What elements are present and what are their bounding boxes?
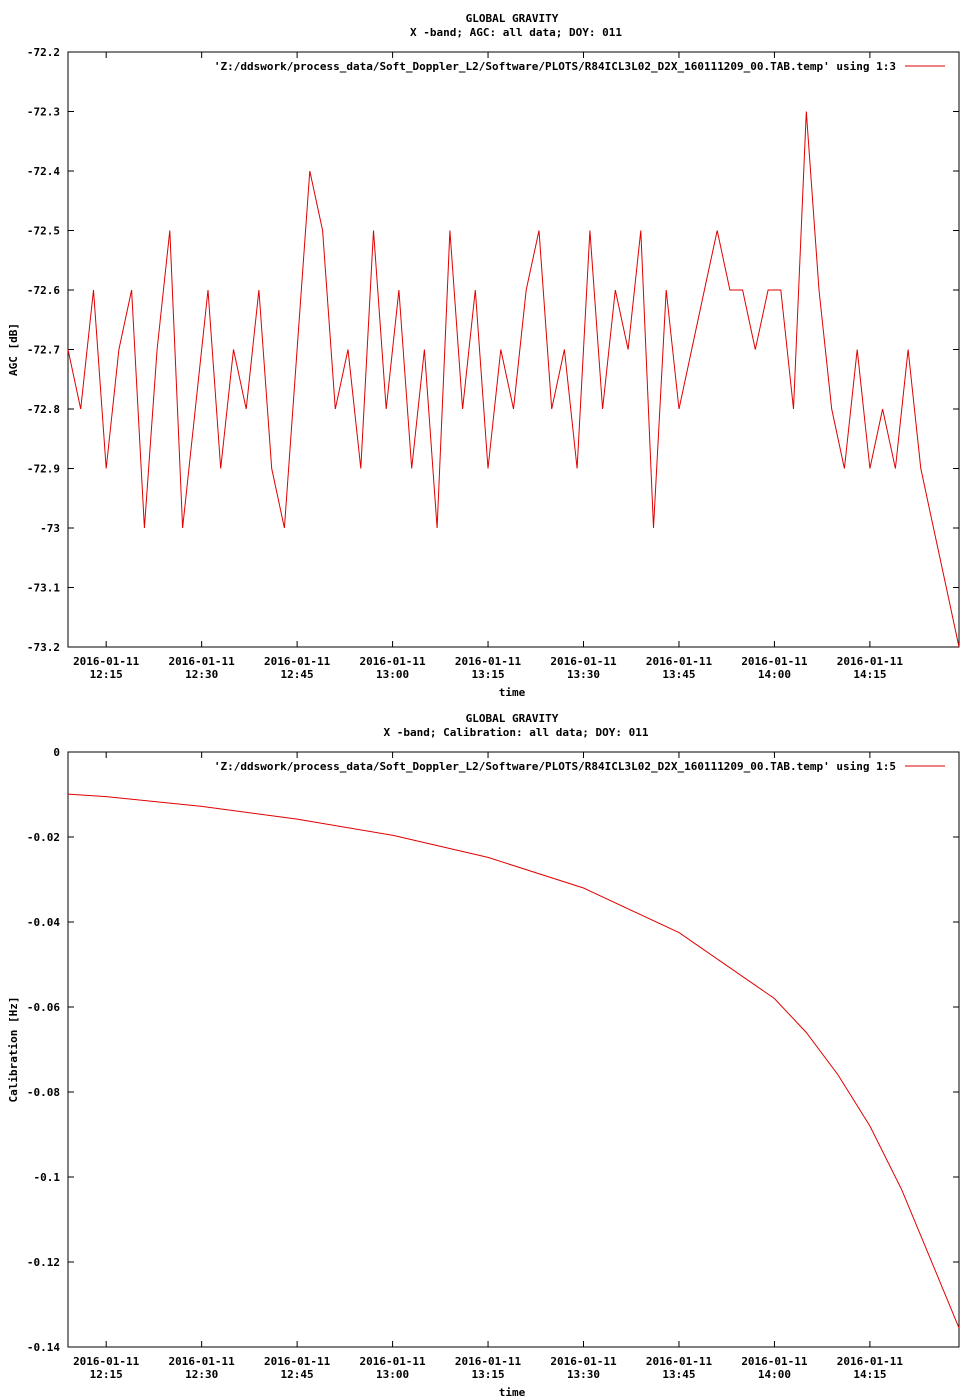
agc-xtick-time: 12:15 [90,668,123,681]
agc-xtick-time: 12:45 [281,668,314,681]
agc-xtick-date: 2016-01-11 [73,655,140,668]
agc-xtick-date: 2016-01-11 [264,655,331,668]
cal-xtick-date: 2016-01-11 [169,1355,236,1368]
cal-xtick-date: 2016-01-11 [550,1355,617,1368]
agc-xtick-date: 2016-01-11 [169,655,236,668]
cal-ytick-label: 0 [53,746,60,759]
cal-xtick-time: 13:45 [662,1368,695,1381]
agc-title: GLOBAL GRAVITY [466,12,559,25]
cal-xtick-date: 2016-01-11 [264,1355,331,1368]
cal-xtick-date: 2016-01-11 [741,1355,808,1368]
cal-ylabel: Calibration [Hz] [7,997,20,1103]
agc-xtick-time: 13:30 [567,668,600,681]
agc-xtick-date: 2016-01-11 [837,655,904,668]
agc-xtick-time: 12:30 [185,668,218,681]
cal-xtick-date: 2016-01-11 [73,1355,140,1368]
agc-xtick-time: 14:00 [758,668,791,681]
agc-ytick-label: -73.1 [27,582,60,595]
cal-xtick-time: 13:15 [471,1368,504,1381]
cal-xtick-time: 12:15 [90,1368,123,1381]
agc-ylabel: AGC [dB] [7,323,20,376]
agc-ytick-label: -72.2 [27,46,60,59]
agc-ytick-label: -72.4 [27,165,60,178]
agc-xtick-date: 2016-01-11 [550,655,617,668]
agc-ytick-label: -72.7 [27,344,60,357]
cal-ytick-label: -0.04 [27,916,60,929]
agc-xtick-date: 2016-01-11 [359,655,426,668]
cal-series-line [67,793,960,1329]
agc-xtick-time: 13:45 [662,668,695,681]
cal-xtick-time: 12:45 [281,1368,314,1381]
cal-xtick-time: 14:00 [758,1368,791,1381]
cal-legend-label: 'Z:/ddswork/process_data/Soft_Doppler_L2… [214,760,896,773]
agc-series-line [67,111,960,648]
cal-ytick-label: -0.08 [27,1086,60,1099]
cal-xtick-time: 13:00 [376,1368,409,1381]
cal-title: GLOBAL GRAVITY [466,712,559,725]
cal-xtick-time: 13:30 [567,1368,600,1381]
cal-xlabel: time [499,1386,526,1399]
agc-xlabel: time [499,686,526,699]
agc-ytick-label: -72.5 [27,225,60,238]
cal-xtick-time: 12:30 [185,1368,218,1381]
agc-xtick-date: 2016-01-11 [646,655,713,668]
agc-xtick-date: 2016-01-11 [455,655,522,668]
cal-ytick-label: -0.06 [27,1001,60,1014]
cal-xtick-time: 14:15 [853,1368,886,1381]
cal-ytick-label: -0.1 [34,1171,61,1184]
cal-subtitle: X -band; Calibration: all data; DOY: 011 [384,726,649,739]
cal-plot-frame [67,751,960,1348]
agc-xtick-time: 13:00 [376,668,409,681]
agc-ytick-label: -73.2 [27,641,60,654]
agc-ytick-label: -72.3 [27,106,60,119]
cal-ytick-label: -0.12 [27,1256,60,1269]
cal-xtick-date: 2016-01-11 [359,1355,426,1368]
agc-ytick-label: -72.8 [27,403,60,416]
cal-xtick-date: 2016-01-11 [646,1355,713,1368]
cal-ytick-label: -0.02 [27,831,60,844]
agc-ytick-label: -73 [40,522,60,535]
cal-ytick-label: -0.14 [27,1341,60,1354]
agc-subtitle: X -band; AGC: all data; DOY: 011 [410,26,622,39]
agc-ytick-label: -72.6 [27,284,60,297]
agc-ytick-label: -72.9 [27,463,60,476]
agc-legend-label: 'Z:/ddswork/process_data/Soft_Doppler_L2… [214,60,896,73]
cal-xtick-date: 2016-01-11 [837,1355,904,1368]
cal-xtick-date: 2016-01-11 [455,1355,522,1368]
agc-xtick-time: 13:15 [471,668,504,681]
agc-xtick-date: 2016-01-11 [741,655,808,668]
agc-xtick-time: 14:15 [853,668,886,681]
